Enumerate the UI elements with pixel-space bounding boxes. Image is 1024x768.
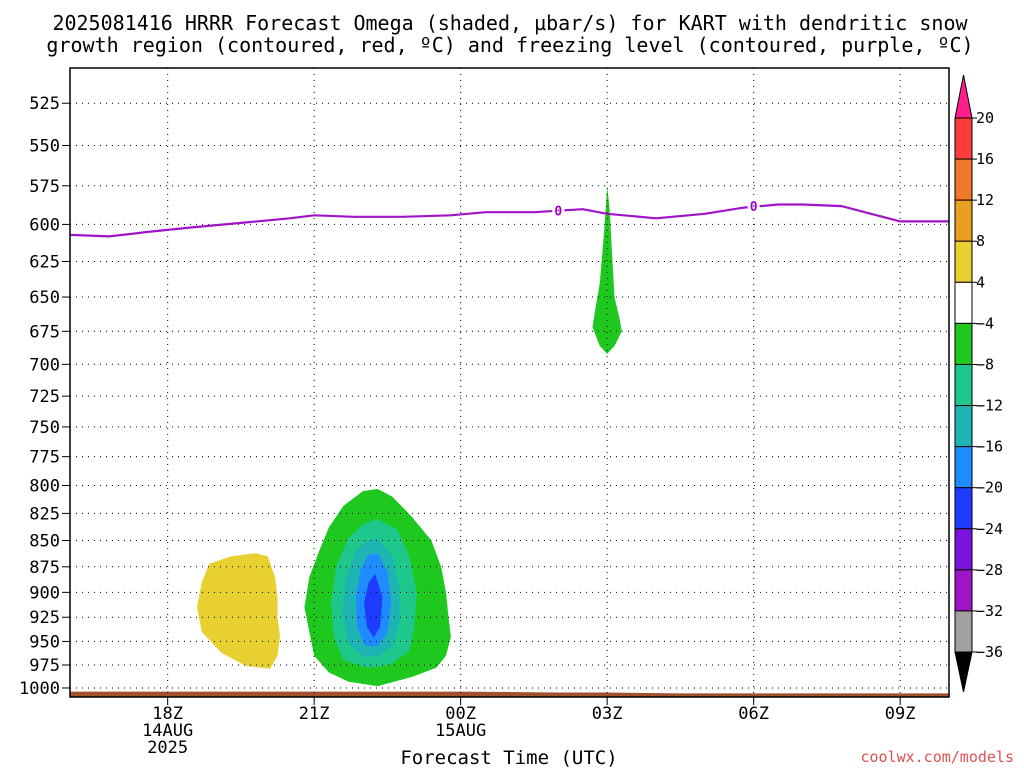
colorbar-tick-label: −36	[976, 643, 1003, 661]
freezing-level-path	[69, 203, 949, 238]
x-tick-label: 09Z	[885, 704, 916, 724]
ground-area	[70, 691, 949, 697]
colorbar-tick-label: −20	[976, 479, 1003, 497]
x-tick-label: 18Z	[152, 704, 183, 724]
freezing-level-label: 0	[750, 200, 758, 215]
x-tick-label: 14AUG	[142, 721, 193, 741]
colorbar: 20 16 12 8 4 −4 −8 −12 −16 −20 −24 −28 −32 −36	[954, 74, 1003, 693]
y-tick-label: 625	[29, 252, 60, 272]
colorbar-swatch	[954, 446, 973, 489]
omega-region-0	[592, 185, 622, 354]
colorbar-tick-label: 12	[976, 191, 994, 209]
colorbar-tick-label: −32	[976, 602, 1003, 620]
colorbar-swatch	[954, 528, 973, 571]
colorbar-swatch	[954, 322, 973, 365]
omega-region-6	[364, 574, 383, 638]
colorbar-tick-label: −28	[976, 561, 1003, 579]
y-tick-label: 825	[29, 504, 60, 524]
watermark: coolwx.com/models	[860, 748, 1014, 766]
colorbar-swatch	[954, 199, 973, 242]
grid-lines	[70, 68, 949, 697]
x-tick-label: 03Z	[592, 704, 623, 724]
colorbar-bottom-arrow	[954, 651, 973, 693]
colorbar-swatch	[954, 569, 973, 612]
omega-region-1	[197, 553, 280, 669]
colorbar-swatch	[954, 117, 973, 160]
x-tick-label: 00Z	[445, 704, 476, 724]
y-tick-label: 775	[29, 448, 60, 468]
colorbar-swatch	[954, 487, 973, 530]
x-tick-label: 21Z	[299, 704, 330, 724]
colorbar-swatch	[954, 281, 973, 324]
colorbar-tick-label: −8	[976, 355, 994, 373]
y-tick-label: 975	[29, 656, 60, 676]
chart-title-line2: growth region (contoured, red, ºC) and f…	[46, 33, 973, 57]
plot-frame	[69, 67, 950, 698]
y-tick-label: 800	[29, 476, 60, 496]
y-tick-label: 925	[29, 608, 60, 628]
freezing-label-bg-0	[552, 202, 565, 218]
colorbar-swatch	[954, 240, 973, 283]
y-tick-label: 900	[29, 583, 60, 603]
colorbar-swatch	[954, 610, 973, 653]
y-tick-label: 550	[29, 136, 60, 156]
colorbar-tick-label: 20	[976, 109, 994, 127]
omega-shading	[197, 185, 622, 687]
y-tick-label: 875	[29, 558, 60, 578]
colorbar-swatch	[954, 158, 973, 201]
colorbar-tick-label: 8	[976, 232, 985, 250]
x-tick-label: 15AUG	[435, 721, 486, 741]
colorbar-tick-label: −24	[976, 520, 1003, 538]
y-tick-label: 750	[29, 418, 60, 438]
colorbar-tick-label: −12	[976, 397, 1003, 415]
y-tick-label: 525	[29, 94, 60, 114]
y-tick-label: 950	[29, 632, 60, 652]
x-tick-label: 2025	[147, 738, 188, 758]
colorbar-swatch	[954, 363, 973, 407]
colorbar-swatch	[954, 405, 973, 448]
colorbar-tick-label: −4	[976, 314, 994, 332]
y-tick-label: 850	[29, 531, 60, 551]
x-tick-label: 06Z	[738, 704, 769, 724]
y-tick-label: 575	[29, 177, 60, 197]
y-tick-label: 1000	[19, 679, 60, 699]
colorbar-tick-label: 16	[976, 150, 994, 168]
freezing-label-bg-1	[747, 198, 760, 214]
ground-layer	[70, 691, 949, 697]
colorbar-top-arrow	[954, 74, 973, 119]
colorbar-tick-label: −16	[976, 438, 1003, 456]
y-axis-ticks: 525 550 575 600 625 650 675 700 725 750 775 800 825 8…	[19, 94, 70, 699]
y-tick-label: 725	[29, 387, 60, 407]
x-axis-label: Forecast Time (UTC)	[400, 747, 617, 768]
y-tick-label: 600	[29, 215, 60, 235]
y-tick-label: 650	[29, 288, 60, 308]
colorbar-tick-label: 4	[976, 273, 985, 291]
y-tick-label: 700	[29, 355, 60, 375]
y-tick-label: 675	[29, 322, 60, 342]
freezing-level-label: 0	[554, 205, 562, 220]
chart-title-line1: 2025081416 HRRR Forecast Omega (shaded, …	[52, 11, 968, 35]
